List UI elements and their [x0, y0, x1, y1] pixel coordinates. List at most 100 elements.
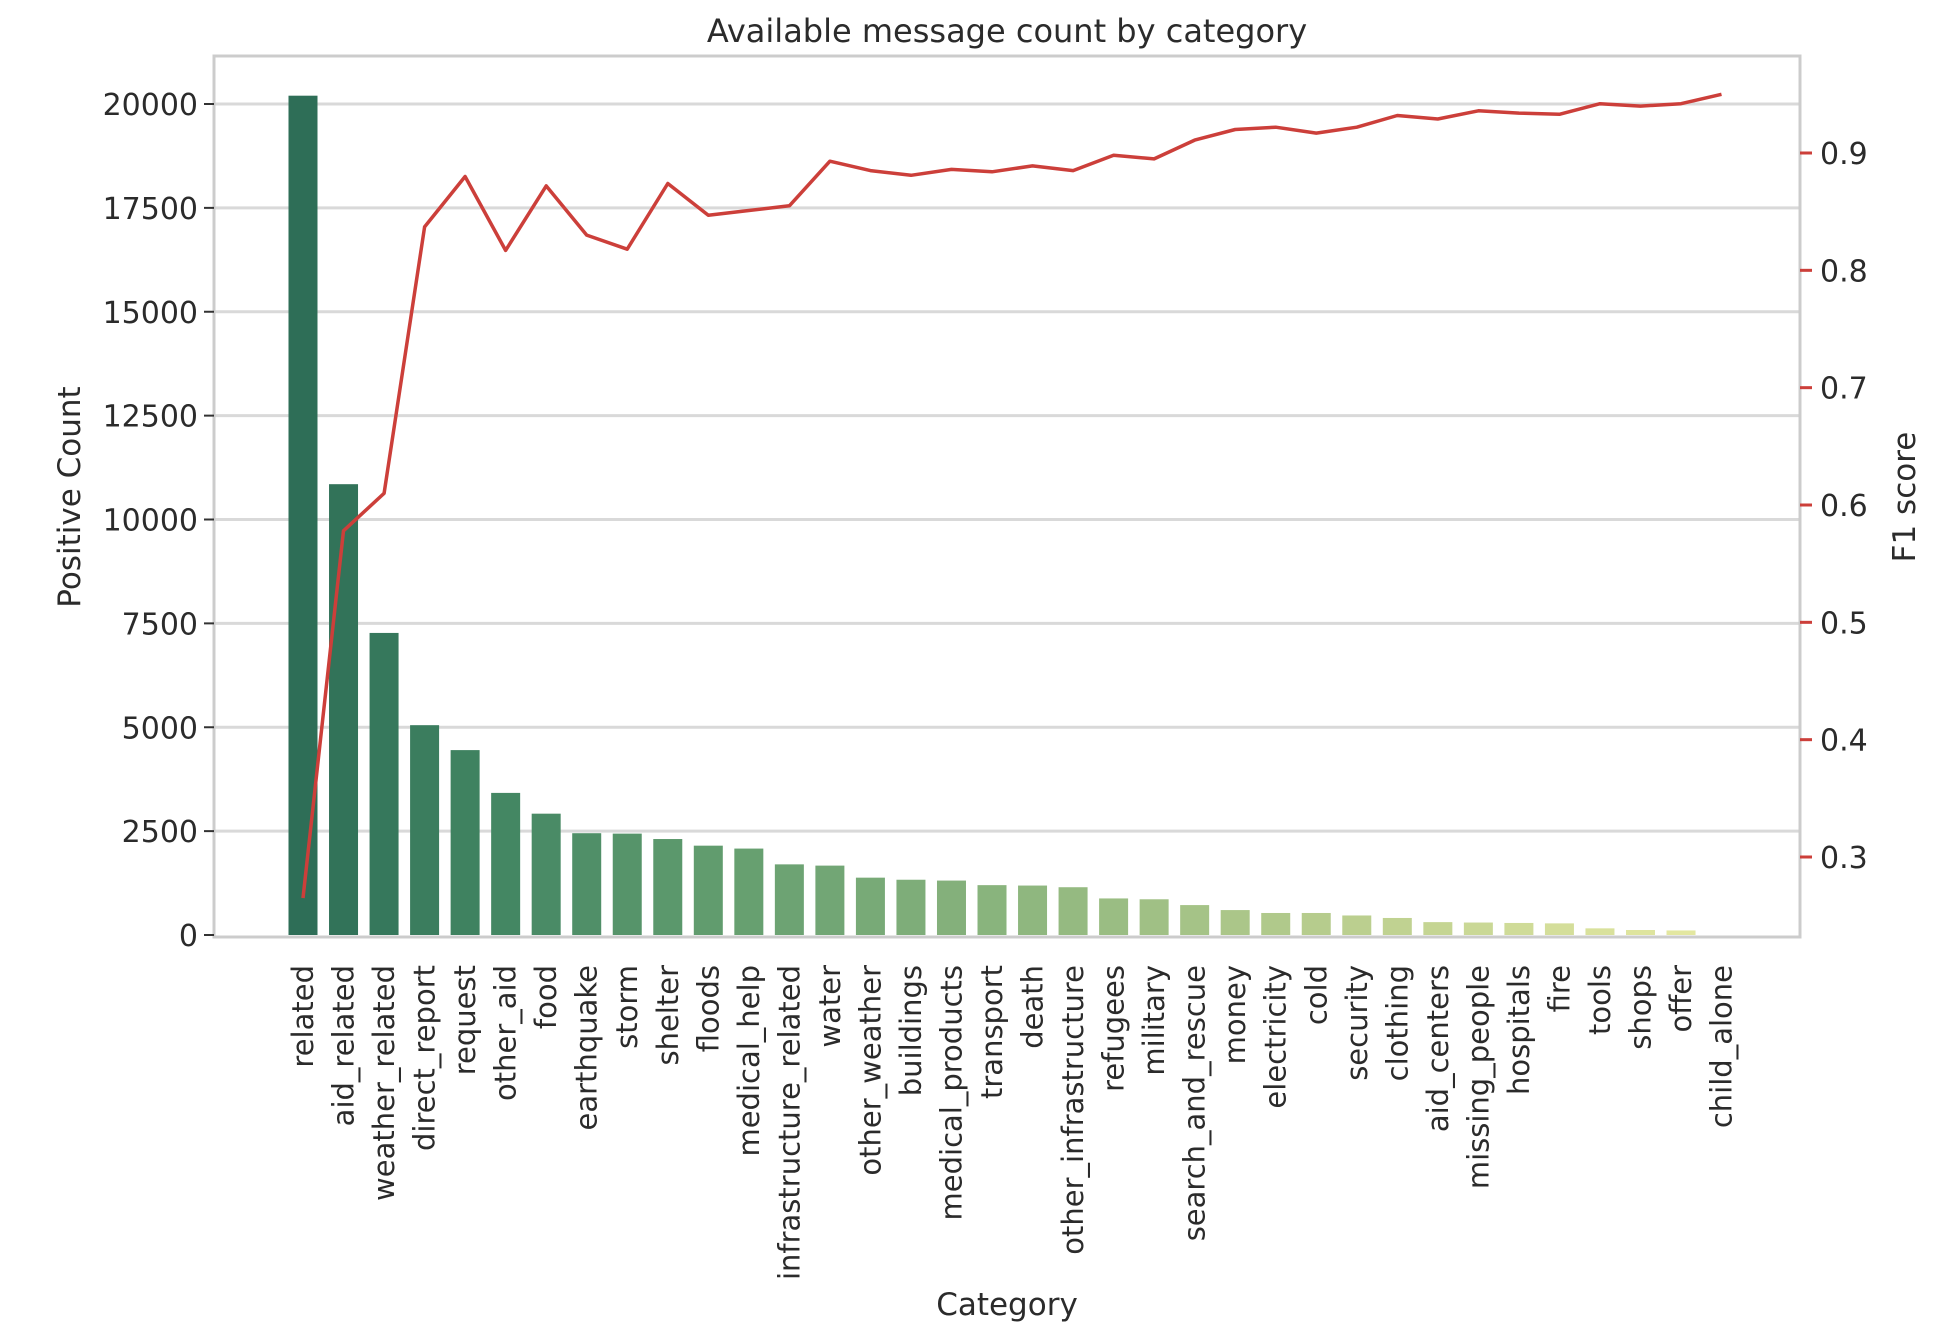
x-tick-label: refugees	[1097, 965, 1131, 1092]
plot-frame	[212, 54, 1802, 939]
bar	[896, 879, 926, 935]
x-tick-label: transport	[975, 965, 1009, 1099]
bar	[815, 865, 845, 935]
x-tick-label: child_alone	[1705, 965, 1739, 1128]
bar	[572, 833, 602, 935]
x-tick-label: cold	[1299, 965, 1333, 1025]
x-tick-label: security	[1340, 965, 1374, 1081]
bar	[1220, 910, 1250, 935]
x-tick-label: other_weather	[853, 965, 887, 1176]
bar	[1504, 922, 1534, 935]
x-tick-label: money	[1218, 965, 1252, 1064]
bar	[329, 484, 359, 935]
y-tick-label: 2500	[122, 815, 198, 850]
bar	[1139, 899, 1169, 935]
chart-title: Available message count by category	[707, 12, 1307, 50]
bar	[1099, 898, 1129, 935]
bar	[734, 848, 764, 935]
x-tick-label: military	[1137, 965, 1171, 1076]
bar	[450, 750, 480, 935]
x-tick-label: death	[1016, 965, 1050, 1049]
bar	[531, 813, 561, 935]
x-tick-label: aid_centers	[1421, 965, 1455, 1132]
x-tick-label: food	[529, 965, 563, 1029]
bar	[653, 839, 683, 935]
y2-tick-label: 0.8	[1820, 254, 1868, 289]
y-tick-label: 15000	[103, 296, 198, 331]
bar	[1585, 928, 1615, 935]
bar	[936, 880, 966, 935]
bar	[1058, 887, 1088, 935]
x-tick-label: missing_people	[1461, 965, 1495, 1189]
y-tick-label: 12500	[103, 400, 198, 435]
y-axis-label: Positive Count	[52, 386, 88, 607]
right-axis: 0.3 0.4 0.5 0.6 0.7 0.8 0.9	[1800, 137, 1868, 876]
y-tick-label: 5000	[122, 711, 198, 746]
y-tick-label: 7500	[122, 607, 198, 642]
x-tick-label: request	[448, 965, 482, 1075]
bar	[612, 833, 642, 935]
left-axis: 0 2500 5000 7500 10000 12500 15000 17500 20000	[103, 88, 214, 954]
x-tick-label: related	[286, 965, 320, 1068]
bar	[1625, 930, 1655, 935]
grid-layer	[214, 102, 1800, 833]
bar	[1342, 915, 1372, 935]
y2-tick-label: 0.6	[1820, 489, 1868, 524]
x-tick-label: weather_related	[367, 965, 401, 1201]
bar	[1018, 885, 1048, 935]
y2-tick-label: 0.5	[1820, 606, 1868, 641]
bar	[1382, 917, 1412, 935]
bar	[369, 632, 399, 935]
bar	[491, 792, 521, 935]
y-tick-label: 10000	[103, 504, 198, 539]
y2-tick-label: 0.4	[1820, 724, 1868, 759]
x-tick-label: shelter	[651, 965, 685, 1066]
x-tick-label: medical_help	[732, 965, 766, 1157]
x-tick-label: other_aid	[489, 965, 523, 1101]
x-tick-label: electricity	[1259, 965, 1293, 1109]
x-tick-label: water	[813, 965, 847, 1048]
f1-score-line	[301, 92, 1722, 899]
bar	[693, 845, 723, 935]
y2-axis-label: F1 score	[1887, 432, 1923, 563]
line-layer	[301, 92, 1722, 899]
y-tick-label: 17500	[103, 192, 198, 227]
bar	[1301, 912, 1331, 935]
bar-layer	[288, 95, 1696, 935]
x-tick-label: other_infrastructure	[1056, 965, 1090, 1255]
x-tick-label: earthquake	[570, 965, 604, 1130]
bar	[1423, 922, 1453, 935]
x-tick-label: fire	[1542, 965, 1576, 1012]
bar	[977, 885, 1007, 935]
x-tick-label: hospitals	[1502, 965, 1536, 1095]
x-axis-label: Category	[936, 1287, 1078, 1323]
bar	[410, 725, 440, 935]
x-tick-label: floods	[691, 965, 725, 1052]
y2-tick-label: 0.7	[1820, 372, 1868, 407]
y-tick-label: 20000	[103, 88, 198, 123]
bar	[1180, 905, 1210, 935]
x-tick-label: shops	[1624, 965, 1658, 1050]
y-tick-label: 0	[179, 919, 198, 954]
bar	[1666, 930, 1696, 935]
y2-tick-label: 0.3	[1820, 841, 1868, 876]
x-tick-label: offer	[1664, 965, 1698, 1033]
x-tick-label: buildings	[894, 965, 928, 1096]
x-axis: related aid_related weather_related direct_…	[286, 965, 1739, 1280]
x-tick-label: infrastructure_related	[772, 965, 806, 1280]
y2-tick-label: 0.9	[1820, 137, 1868, 172]
x-tick-label: search_and_rescue	[1178, 965, 1212, 1241]
bar	[855, 877, 885, 935]
bar	[1463, 922, 1493, 935]
x-tick-label: tools	[1583, 965, 1617, 1035]
x-tick-label: storm	[610, 965, 644, 1049]
x-tick-label: medical_products	[935, 965, 969, 1220]
x-tick-label: clothing	[1380, 965, 1414, 1081]
x-tick-label: aid_related	[327, 965, 361, 1126]
bar	[1544, 923, 1574, 935]
bar	[774, 864, 804, 935]
x-tick-label: direct_report	[408, 965, 442, 1151]
bar	[1261, 912, 1291, 935]
